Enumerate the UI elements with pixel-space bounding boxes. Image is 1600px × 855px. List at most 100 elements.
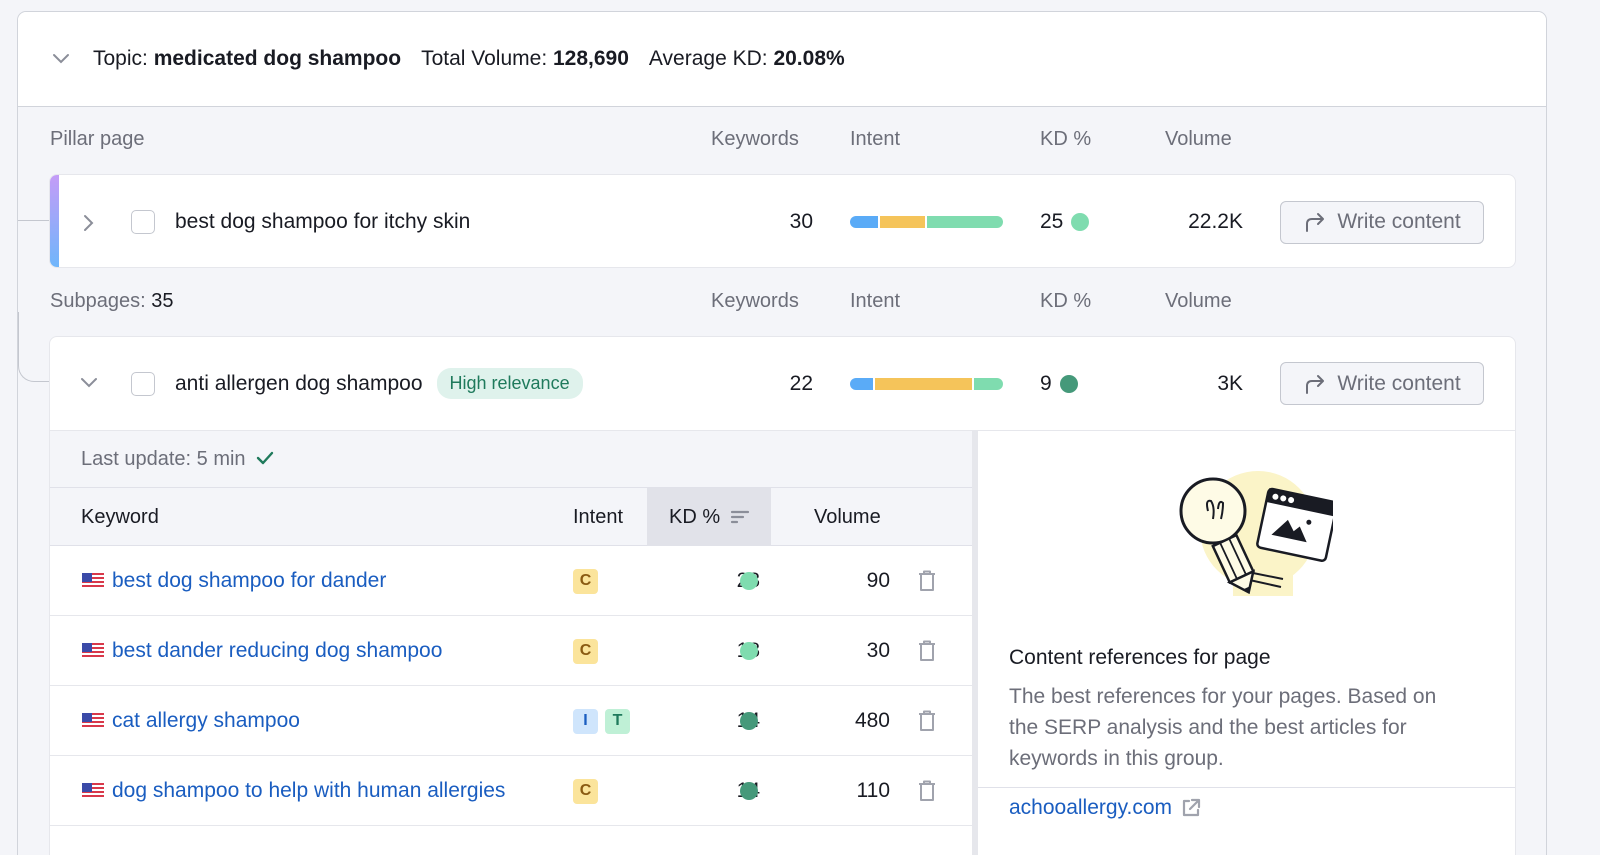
header-kd-sorted[interactable]: KD % (647, 488, 771, 546)
col-keywords: Keywords (711, 290, 799, 312)
relevance-badge: High relevance (436, 368, 583, 399)
intent-badge-c: C (573, 778, 598, 804)
keyword-row: best dog shampoo for danderC2390 (50, 546, 972, 616)
intent-badges: C (573, 756, 598, 826)
keyword-link[interactable]: dog shampoo to help with human allergies (112, 779, 506, 802)
expand-chevron-right-icon[interactable] (80, 214, 96, 231)
references-divider (978, 787, 1515, 788)
pillar-kd: 25 (1040, 210, 1090, 234)
pillar-page-label: Pillar page (50, 128, 145, 150)
header-intent[interactable]: Intent (573, 505, 624, 528)
col-volume: Volume (1165, 128, 1232, 150)
topic-name-group: Topic: medicated dog shampoo (93, 47, 401, 71)
subpage-title: anti allergen dog shampoo High relevance (175, 368, 583, 399)
total-volume-group: Total Volume: 128,690 (421, 47, 629, 71)
intent-badge-t: T (605, 708, 630, 734)
header-kd-label: KD % (669, 505, 721, 528)
delete-trash-icon[interactable] (918, 756, 936, 826)
intent-badge-c: C (573, 638, 598, 664)
write-content-label: Write content (1337, 210, 1461, 233)
subpage-keywords-count: 22 (789, 371, 813, 395)
keyword-table-panel: Last update: 5 min Keyword Intent KD % V… (50, 431, 973, 855)
sort-descending-icon (731, 510, 750, 524)
topic-name: medicated dog shampoo (153, 47, 402, 70)
subpage-intent-bar (850, 377, 1003, 390)
kd-indicator-dot (740, 756, 758, 826)
keyword-rows: best dog shampoo for danderC2390 best dan… (50, 546, 972, 826)
keyword-row: best dander reducing dog shampooC1830 (50, 616, 972, 686)
kd-indicator-dot (740, 686, 758, 756)
references-description: The best references for your pages. Base… (1009, 685, 1437, 770)
average-kd-label: Average KD: (648, 47, 768, 70)
pillar-page-row[interactable]: best dog shampoo for itchy skin 30 25 22… (49, 174, 1516, 268)
kd-indicator-dot (1059, 374, 1078, 393)
col-kd: KD % (1040, 290, 1092, 312)
pillar-keywords-count: 30 (789, 210, 813, 233)
write-content-button[interactable]: Write content (1280, 200, 1484, 244)
reference-link-text[interactable]: achooallergy.com (1009, 796, 1173, 819)
pillar-title: best dog shampoo for itchy skin (175, 210, 471, 233)
keyword-volume: 110 (856, 779, 890, 802)
tree-connector-subpage (18, 312, 50, 382)
reference-link[interactable]: achooallergy.com (1009, 796, 1202, 820)
topic-card: Topic: medicated dog shampoo Total Volum… (17, 11, 1547, 855)
topic-header: Topic: medicated dog shampoo Total Volum… (18, 12, 1546, 107)
subpage-kd: 9 (1040, 372, 1078, 396)
keyword-link[interactable]: best dog shampoo for dander (112, 569, 387, 592)
delete-trash-icon[interactable] (918, 546, 936, 616)
total-volume-value: 128,690 (553, 47, 629, 70)
header-volume[interactable]: Volume (814, 505, 881, 528)
intent-segment (850, 377, 873, 390)
subpage-row[interactable]: anti allergen dog shampoo High relevance… (49, 336, 1516, 855)
subpages-count: 35 (151, 290, 174, 312)
keyword-volume: 90 (866, 569, 890, 592)
pillar-checkbox[interactable] (131, 210, 155, 234)
pillar-kd-value: 25 (1040, 210, 1064, 233)
collapse-topic-chevron-icon[interactable] (51, 49, 71, 69)
keyword-link[interactable]: cat allergy shampoo (112, 709, 300, 732)
col-kd: KD % (1040, 128, 1092, 150)
average-kd-value: 20.08% (773, 47, 845, 70)
references-title: Content references for page (1009, 646, 1271, 669)
intent-segment (877, 216, 925, 228)
intent-segment (972, 377, 1003, 390)
us-flag-icon (82, 616, 104, 686)
delete-trash-icon[interactable] (918, 616, 936, 686)
external-link-icon (1182, 798, 1201, 817)
col-intent: Intent (850, 128, 901, 150)
pillar-accent-bar (50, 175, 59, 267)
last-update-text: Last update: 5 min (81, 447, 246, 470)
col-volume: Volume (1165, 290, 1232, 312)
pillar-volume: 22.2K (1188, 210, 1243, 233)
keyword-table-header: Keyword Intent KD % Volume (50, 488, 972, 546)
keyword-volume: 480 (854, 709, 890, 732)
check-icon (256, 448, 274, 471)
lightbulb-pencil-illustration-icon (1163, 461, 1339, 606)
us-flag-icon (82, 756, 104, 826)
col-keywords: Keywords (711, 128, 799, 150)
kd-indicator-dot (740, 546, 758, 616)
share-arrow-icon (1306, 213, 1325, 232)
keyword-row: cat allergy shampooIT14480 (50, 686, 972, 756)
share-arrow-icon (1306, 374, 1325, 394)
col-intent: Intent (850, 290, 901, 312)
keyword-row: dog shampoo to help with human allergies… (50, 756, 972, 826)
collapse-chevron-down-icon[interactable] (80, 376, 97, 392)
pillar-intent-bar (850, 216, 1003, 228)
keyword-volume: 30 (866, 639, 890, 662)
header-keyword[interactable]: Keyword (81, 505, 159, 528)
subpage-kd-value: 9 (1040, 371, 1052, 395)
content-references-panel: Content references for page The best ref… (978, 431, 1515, 855)
kd-indicator-dot (1071, 213, 1090, 231)
subpage-title-text: anti allergen dog shampoo (175, 371, 423, 395)
subpage-checkbox[interactable] (131, 371, 155, 396)
panel-divider (973, 431, 978, 855)
last-update-bar: Last update: 5 min (50, 431, 972, 488)
delete-trash-icon[interactable] (918, 686, 936, 756)
write-content-button[interactable]: Write content (1280, 362, 1484, 405)
subpage-volume: 3K (1217, 371, 1243, 395)
subpages-label: Subpages: 35 (50, 290, 173, 313)
total-volume-label: Total Volume: (421, 47, 548, 70)
keyword-link[interactable]: best dander reducing dog shampoo (112, 639, 443, 662)
